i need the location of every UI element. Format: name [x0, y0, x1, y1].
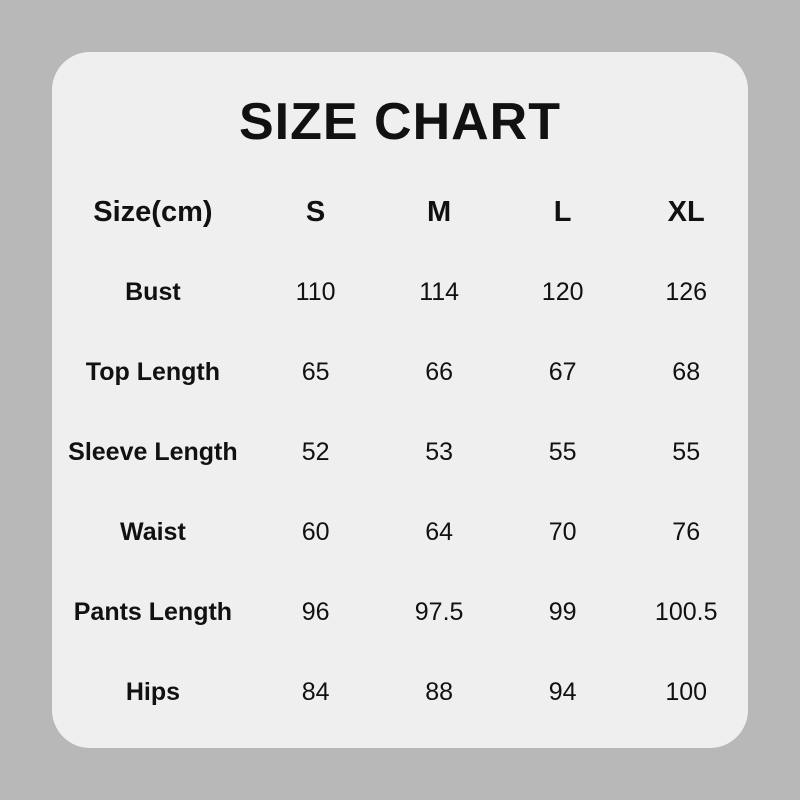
- cell-hips-l: 94: [548, 677, 577, 706]
- table-row-top-length: Top Length 65 66 67 68: [52, 332, 748, 412]
- cell-pants-length-xl: 100.5: [654, 597, 718, 626]
- row-label-sleeve-length: Sleeve Length: [68, 437, 238, 466]
- col-header-s: S: [305, 195, 326, 228]
- table-row-bust: Bust 110 114 120 126: [52, 252, 748, 332]
- table-row-pants-length: Pants Length 96 97.5 99 100.5: [52, 572, 748, 652]
- cell-top-length-m: 66: [425, 357, 454, 386]
- row-label-bust: Bust: [125, 277, 181, 306]
- cell-sleeve-length-l: 55: [548, 437, 577, 466]
- table-header-row: Size(cm) S M L XL: [52, 172, 748, 252]
- row-label-waist: Waist: [120, 517, 186, 546]
- cell-top-length-xl: 68: [672, 357, 701, 386]
- cell-waist-xl: 76: [672, 517, 701, 546]
- cell-sleeve-length-s: 52: [301, 437, 330, 466]
- col-header-size-cm: Size(cm): [93, 195, 213, 228]
- cell-top-length-l: 67: [548, 357, 577, 386]
- cell-bust-xl: 126: [665, 277, 708, 306]
- row-label-pants-length: Pants Length: [73, 597, 233, 626]
- col-header-xl: XL: [667, 195, 705, 228]
- size-chart-card: SIZE CHART Size(cm) S M L XL: [52, 52, 748, 748]
- cell-pants-length-l: 99: [548, 597, 577, 626]
- cell-top-length-s: 65: [301, 357, 330, 386]
- cell-sleeve-length-xl: 55: [672, 437, 701, 466]
- cell-bust-s: 110: [295, 277, 336, 306]
- cell-hips-xl: 100: [665, 677, 708, 706]
- cell-waist-s: 60: [301, 517, 330, 546]
- table-row-sleeve-length: Sleeve Length 52 53 55 55: [52, 412, 748, 492]
- cell-hips-m: 88: [425, 677, 454, 706]
- cell-pants-length-m: 97.5: [414, 597, 464, 626]
- cell-bust-l: 120: [541, 277, 584, 306]
- table-row-waist: Waist 60 64 70 76: [52, 492, 748, 572]
- row-label-top-length: Top Length: [85, 357, 221, 386]
- cell-waist-l: 70: [548, 517, 577, 546]
- cell-bust-m: 114: [419, 277, 460, 306]
- size-table: Size(cm) S M L XL Bust 110 114 120 126 T…: [52, 172, 748, 732]
- cell-sleeve-length-m: 53: [425, 437, 454, 466]
- col-header-m: M: [427, 195, 452, 228]
- page-title: SIZE CHART: [239, 93, 561, 151]
- col-header-l: L: [553, 195, 572, 228]
- table-row-hips: Hips 84 88 94 100: [52, 652, 748, 732]
- cell-waist-m: 64: [425, 517, 454, 546]
- cell-hips-s: 84: [301, 677, 330, 706]
- cell-pants-length-s: 96: [301, 597, 330, 626]
- row-label-hips: Hips: [125, 677, 180, 706]
